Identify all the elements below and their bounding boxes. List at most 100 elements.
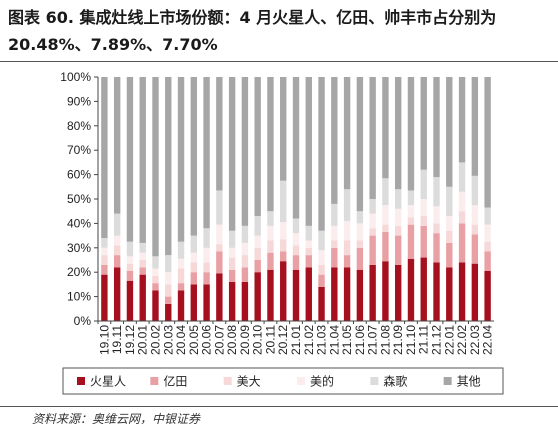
bar-segment-20.09-1 [241,267,249,282]
x-tick-label: 19.11 [110,325,124,354]
bar-segment-22.01-2 [446,230,453,243]
bar-segment-19.12-3 [126,256,134,264]
bar-segment-20.02-5 [152,77,159,257]
bar-segment-20.08-2 [228,257,236,270]
x-tick-label: 21.03 [315,325,329,355]
bar-segment-20.05-4 [190,235,197,253]
bar-segment-21.06-5 [356,77,364,212]
x-tick-label: 21.04 [327,325,341,355]
bar-segment-20.08-4 [228,230,236,248]
bar-segment-20.06-3 [203,247,210,263]
bar-segment-19.12-2 [126,263,134,271]
bar-segment-20.04-5 [177,77,185,242]
bar-segment-21.04-5 [331,77,338,204]
x-tick-label: 21.01 [289,325,303,355]
bar-segment-20.02-3 [152,268,159,276]
bar-segment-19.11-1 [113,255,121,268]
bar-segment-19.11-0 [113,267,121,321]
bar-segment-20.09-3 [241,242,249,256]
x-tick-label: 22.03 [468,325,482,355]
y-tick-label: 50% [67,192,91,206]
bar-segment-20.02-1 [152,283,159,291]
bar-segment-22.01-1 [446,242,453,268]
bar-segment-21.12-5 [433,77,440,178]
bar-segment-21.03-5 [318,77,325,231]
x-tick-label: 21.06 [353,325,367,355]
bar-segment-21.07-2 [369,228,376,236]
bar-segment-20.10-5 [254,77,261,217]
bar-segment-20.03-1 [165,296,172,304]
bar-segment-20.11-4 [267,211,274,226]
bar-segment-21.07-3 [369,213,376,229]
bar-segment-21.09-3 [395,208,402,226]
bar-segment-21.10-3 [407,205,415,218]
bar-segment-21.08-1 [382,231,389,262]
bar-segment-22.04-0 [484,270,491,321]
bar-segment-21.05-0 [343,267,351,321]
x-tick-label: 21.08 [378,325,392,355]
legend-label: 美大 [237,375,261,389]
bar-segment-21.12-2 [433,223,440,234]
bar-segment-20.07-0 [216,273,223,321]
x-tick-label: 20.01 [136,325,150,355]
bar-segment-19.12-1 [126,270,134,281]
bar-segment-21.11-0 [420,257,427,321]
bar-segment-22.02-5 [458,77,466,163]
legend-swatch [443,377,452,385]
bar-segment-20.03-3 [165,272,172,285]
bar-segment-21.07-4 [369,199,376,214]
bar-segment-20.10-1 [254,260,261,273]
figure-title: 图表 60. 集成灶线上市场份额：4 月火星人、亿田、帅丰市占分别为 20.48… [8,8,497,54]
x-tick-label: 21.05 [340,325,354,355]
bar-segment-21.11-4 [420,169,427,199]
bar-segment-20.06-5 [203,77,210,229]
y-tick-label: 60% [67,168,91,182]
axes-layer: 0%10%20%30%40%50%60%70%80%90%100%19.1019… [60,70,494,355]
bar-segment-21.01-3 [292,233,300,246]
bar-segment-21.10-0 [407,258,415,321]
bar-segment-20.01-2 [139,260,146,268]
bar-segment-21.05-3 [343,220,351,241]
bar-segment-20.12-3 [280,222,287,240]
bar-segment-22.01-0 [446,267,453,321]
legend-label: 亿田 [163,374,187,389]
bar-segment-22.02-4 [458,162,466,192]
bar-segment-21.02-2 [305,247,312,256]
x-tick-label: 21.02 [302,325,316,355]
x-tick-label: 22.02 [455,325,469,355]
bar-segment-20.12-0 [280,261,287,321]
bar-segment-21.08-5 [382,77,389,179]
bar-segment-22.03-1 [471,234,479,264]
bar-segment-20.11-2 [267,240,274,253]
bar-segment-20.04-3 [177,258,185,269]
bar-segment-19.12-0 [126,280,134,321]
legend-swatch [297,377,305,385]
bar-segment-21.11-2 [420,216,427,226]
bar-segment-21.08-0 [382,261,389,321]
bar-segment-21.03-0 [318,286,325,321]
bar-segment-20.04-1 [177,283,185,291]
bar-segment-20.01-4 [139,242,146,253]
y-tick-label: 100% [60,70,91,84]
y-tick-label: 10% [67,290,91,304]
bar-segment-20.07-1 [216,251,223,274]
bar-segment-21.12-4 [433,177,440,207]
bar-segment-21.10-1 [407,224,415,259]
bar-segment-21.03-4 [318,230,325,251]
bar-segment-20.12-4 [280,180,287,223]
bar-segment-21.01-4 [292,218,300,234]
bar-segment-20.11-3 [267,225,274,241]
bar-segment-21.02-0 [305,267,312,321]
bar-segment-21.04-0 [331,267,338,321]
y-tick-label: 40% [67,216,91,230]
x-tick-label: 20.07 [212,325,226,355]
x-tick-label: 21.09 [391,325,405,355]
x-tick-label: 20.06 [200,325,214,355]
bar-segment-22.04-4 [484,207,491,225]
bar-segment-22.03-2 [471,224,479,235]
x-tick-label: 21.11 [417,325,431,354]
bar-segment-21.04-3 [331,225,338,241]
bar-segment-21.09-4 [395,189,402,209]
bar-segment-21.10-5 [407,77,415,191]
title-divider [0,61,558,62]
